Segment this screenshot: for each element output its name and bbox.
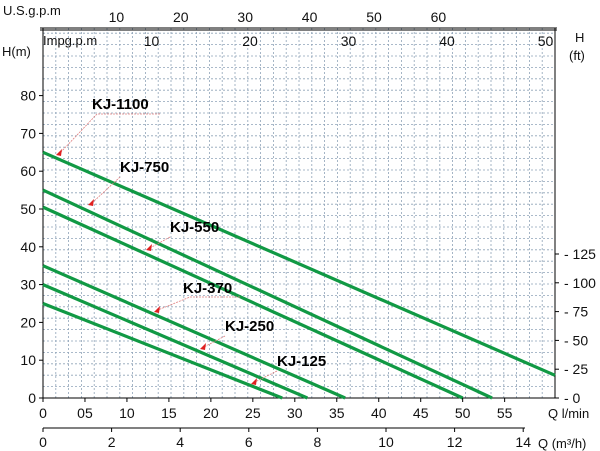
curve-kj-750 (42, 188, 493, 400)
x-tick-label: 0 (39, 405, 47, 421)
curve-kj-370 (42, 264, 346, 400)
curve-kj-250 (42, 283, 309, 400)
y-right-tick-label: - 100 (564, 275, 596, 291)
y-left-tick-label: 40 (20, 239, 36, 255)
x-tick-label: 15 (161, 405, 177, 421)
marker-kj-250 (200, 343, 206, 350)
us-gpm-tick-label: 30 (237, 9, 253, 25)
curve-kj-125 (42, 302, 283, 400)
curve-kj-550 (42, 205, 464, 400)
imp-gpm-tick-label: 20 (242, 33, 258, 49)
us-gpm-tick-label: 60 (431, 9, 447, 25)
x-bottom2-tick-label: 2 (108, 434, 116, 450)
y-right-tick-label: - 50 (564, 332, 588, 348)
y-left-tick-label: 10 (20, 352, 36, 368)
curve-kj-1100 (42, 150, 556, 377)
y-left-tick-label: 80 (20, 88, 36, 104)
marker-kj-750 (88, 199, 94, 206)
x-axis-label: Q l/min (548, 406, 589, 421)
plot-frame (40, 27, 557, 399)
us-gpm-tick-label: 10 (109, 9, 125, 25)
leader-line-kj-370 (157, 296, 240, 311)
y-right-tick-label: - 0 (564, 390, 581, 406)
y-left-tick-label: 60 (20, 163, 36, 179)
curve-label-kj-550: KJ-550 (170, 219, 219, 236)
us-gpm-tick-label: 50 (366, 9, 382, 25)
x-bottom2-tick-label: 14 (515, 434, 531, 450)
right-y-axis-label-ft: (ft) (569, 48, 585, 63)
plot-border (42, 27, 556, 399)
curve-label-kj-1100: KJ-1100 (92, 96, 149, 113)
marker-kj-370 (154, 306, 160, 313)
us-gpm-tick-label: 20 (173, 9, 189, 25)
pump-curves (42, 150, 556, 400)
x-bottom2-tick-label: 0 (39, 434, 47, 450)
imp-gpm-tick-label: 40 (439, 33, 455, 49)
x-bottom2-tick-label: 12 (447, 434, 463, 450)
x-tick-label: 25 (245, 405, 261, 421)
marker-kj-550 (146, 244, 152, 251)
x-tick-label: 40 (371, 405, 387, 421)
y-left-tick-label: 50 (20, 201, 36, 217)
y-left-tick-label: 20 (20, 314, 36, 330)
y-right-tick-label: - 75 (564, 304, 588, 320)
y-right-tick-label: - 25 (564, 361, 588, 377)
leader-line-kj-750 (91, 176, 121, 204)
y-right-tick-label: - 125 (564, 246, 596, 262)
leader-line-kj-125 (254, 370, 278, 383)
x-tick-label: 45 (413, 405, 429, 421)
curve-label-kj-125: KJ-125 (277, 353, 326, 370)
x-bottom2-tick-label: 6 (245, 434, 253, 450)
x-tick-label: 05 (77, 405, 93, 421)
y-left-tick-label: 0 (28, 390, 36, 406)
leader-line-kj-250 (203, 335, 226, 348)
imp-gpm-tick-label: 50 (538, 33, 554, 49)
marker-kj-125 (251, 378, 257, 385)
leader-line-kj-1100 (59, 113, 160, 154)
y-left-tick-label: 70 (20, 125, 36, 141)
grid (43, 28, 555, 398)
leader-line-kj-550 (149, 236, 171, 249)
x-bottom2-tick-label: 10 (378, 434, 394, 450)
imp-gpm-axis-label: Impg.p.m (43, 33, 97, 48)
marker-kj-1100 (56, 149, 62, 156)
x-tick-label: 30 (287, 405, 303, 421)
x-bottom2-tick-label: 4 (176, 434, 184, 450)
imp-gpm-tick-label: 30 (341, 33, 357, 49)
x-bottom2-axis-label: Q (m³/h) (538, 436, 586, 451)
curve-label-kj-750: KJ-750 (120, 159, 169, 176)
x-tick-label: 35 (329, 405, 345, 421)
left-y-axis-label: H(m) (2, 44, 31, 59)
x-tick-label: 55 (497, 405, 513, 421)
imp-gpm-tick-label: 10 (144, 33, 160, 49)
curve-labels: KJ-1100 KJ-750 KJ-550 KJ-370 KJ-250 KJ-125 (56, 96, 326, 385)
curve-label-kj-250: KJ-250 (225, 318, 274, 335)
x-tick-label: 10 (119, 405, 135, 421)
x-tick-label: 50 (455, 405, 471, 421)
x-bottom2-tick-label: 8 (314, 434, 322, 450)
y-left-tick-label: 30 (20, 277, 36, 293)
us-gpm-axis-label: U.S.g.p.m (3, 3, 61, 18)
curve-label-kj-370: KJ-370 (183, 280, 232, 297)
x-bottom2-axis-label-text: Q (m³/h) (538, 436, 586, 451)
us-gpm-tick-label: 40 (302, 9, 318, 25)
right-y-axis-label-h: H (575, 30, 584, 45)
x-tick-label: 20 (203, 405, 219, 421)
